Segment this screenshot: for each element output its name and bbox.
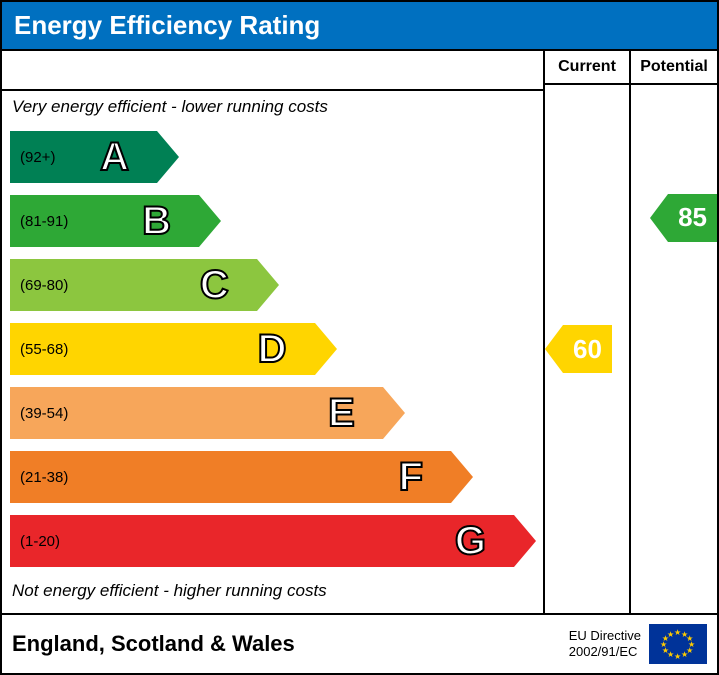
hint-top: Very energy efficient - lower running co…	[2, 91, 535, 123]
eu-star-icon: ★	[674, 652, 681, 661]
band-letter-E: E	[328, 391, 355, 436]
band-letter-C: C	[200, 263, 229, 308]
band-arrow-B	[199, 195, 221, 247]
band-range-C: (69-80)	[20, 277, 68, 294]
band-bar-C: (69-80) C	[10, 259, 257, 311]
current-pointer-slot: 60	[545, 85, 629, 613]
band-row-A: (92+) A	[10, 129, 535, 185]
band-letter-D: D	[258, 327, 287, 372]
footer-right: EU Directive 2002/91/EC ★★★★★★★★★★★★	[569, 624, 707, 664]
band-row-F: (21-38) F	[10, 449, 535, 505]
band-arrow-D	[315, 323, 337, 375]
current-column: Current 60	[545, 51, 631, 613]
band-range-F: (21-38)	[20, 469, 68, 486]
band-row-D: (55-68) D	[10, 321, 535, 377]
band-arrow-A	[157, 131, 179, 183]
current-rating-value: 60	[563, 325, 612, 373]
band-bar-B: (81-91) B	[10, 195, 199, 247]
eu-flag-icon: ★★★★★★★★★★★★	[649, 624, 707, 664]
potential-rating-pointer: 85	[650, 194, 717, 242]
band-arrow-E	[383, 387, 405, 439]
band-row-B: (81-91) B	[10, 193, 535, 249]
hint-bottom: Not energy efficient - higher running co…	[2, 575, 535, 607]
band-letter-F: F	[399, 455, 423, 500]
band-row-C: (69-80) C	[10, 257, 535, 313]
band-letter-A: A	[100, 135, 129, 180]
band-range-E: (39-54)	[20, 405, 68, 422]
band-arrow-C	[257, 259, 279, 311]
current-header: Current	[545, 51, 629, 85]
current-pointer-arrow-icon	[545, 325, 563, 373]
band-arrow-G	[514, 515, 536, 567]
potential-rating-value: 85	[668, 194, 717, 242]
epc-chart: Energy Efficiency Rating Very energy eff…	[0, 0, 719, 675]
current-rating-pointer: 60	[545, 325, 612, 373]
band-bar-A: (92+) A	[10, 131, 157, 183]
band-row-E: (39-54) E	[10, 385, 535, 441]
band-bar-F: (21-38) F	[10, 451, 451, 503]
potential-pointer-slot: 85	[631, 85, 717, 613]
directive-line2: 2002/91/EC	[569, 644, 641, 660]
footer-region: England, Scotland & Wales	[12, 631, 295, 657]
band-range-D: (55-68)	[20, 341, 68, 358]
band-range-B: (81-91)	[20, 213, 68, 230]
band-bar-D: (55-68) D	[10, 323, 315, 375]
band-range-A: (92+)	[20, 149, 55, 166]
eu-star-icon: ★	[681, 650, 688, 659]
eu-star-icon: ★	[667, 630, 674, 639]
band-letter-B: B	[142, 199, 171, 244]
band-letter-G: G	[455, 519, 486, 564]
footer-directive: EU Directive 2002/91/EC	[569, 628, 641, 659]
footer: England, Scotland & Wales EU Directive 2…	[2, 615, 717, 673]
chart-body: Very energy efficient - lower running co…	[2, 51, 717, 615]
potential-pointer-arrow-icon	[650, 194, 668, 242]
header-spacer	[2, 57, 543, 91]
band-range-G: (1-20)	[20, 533, 60, 550]
band-bar-E: (39-54) E	[10, 387, 383, 439]
band-row-G: (1-20) G	[10, 513, 535, 569]
directive-line1: EU Directive	[569, 628, 641, 644]
potential-header: Potential	[631, 51, 717, 85]
chart-title: Energy Efficiency Rating	[2, 2, 717, 51]
band-bar-G: (1-20) G	[10, 515, 514, 567]
bands-list: (92+) A (81-91) B (69-80) C (55-68) D (39-54) E (2…	[2, 123, 535, 575]
bands-column: Very energy efficient - lower running co…	[2, 51, 545, 613]
band-arrow-F	[451, 451, 473, 503]
potential-column: Potential 85	[631, 51, 717, 613]
